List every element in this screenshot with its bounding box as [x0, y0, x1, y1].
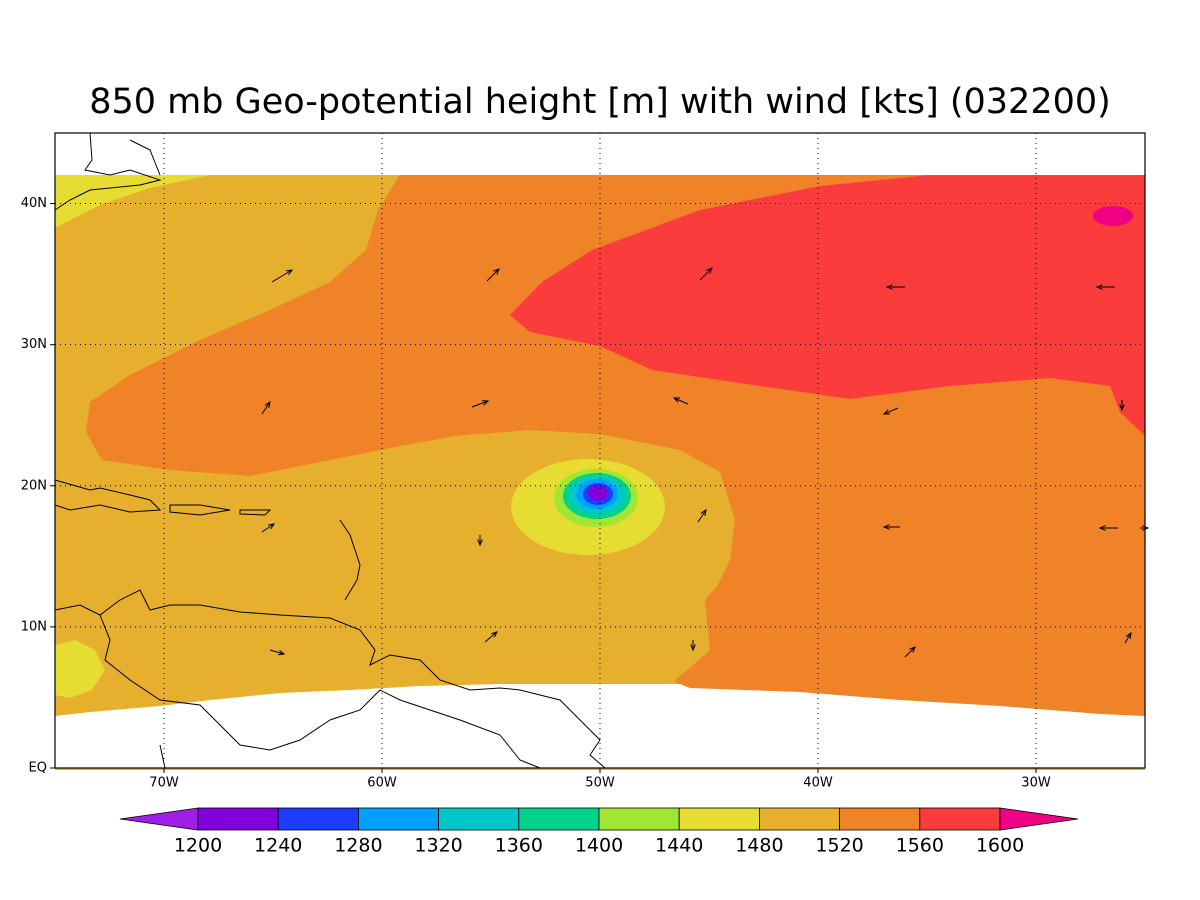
colorbar-label: 1600	[976, 835, 1024, 857]
map-frame	[54, 132, 1146, 769]
wind-arrow	[261, 400, 271, 415]
coast-sa	[54, 589, 606, 769]
wind-arrow	[697, 508, 707, 523]
lon-tick-label: 50W	[585, 776, 615, 791]
wind-arrow	[904, 646, 916, 658]
colorbar-label: 1200	[174, 835, 222, 857]
colorbar-label: 1360	[495, 835, 543, 857]
lon-tick-label: 40W	[803, 776, 833, 791]
coastlines	[54, 132, 606, 769]
wind-arrow	[672, 397, 689, 405]
field-yellow-nw	[55, 175, 210, 228]
colorbar-box	[759, 807, 841, 831]
colorbar-box	[919, 807, 1001, 831]
wind-arrow	[486, 268, 500, 282]
colorbar-box	[839, 807, 921, 831]
colorbar-label: 1400	[575, 835, 623, 857]
wind-vectors	[261, 267, 1150, 658]
lat-tick-label: 30N	[21, 337, 47, 352]
colorbar-box	[518, 807, 600, 831]
colorbar-label: 1240	[254, 835, 302, 857]
colorbar-label: 1440	[655, 835, 703, 857]
coast-sa	[159, 744, 166, 769]
wind-arrow	[269, 649, 286, 656]
wind-arrow	[477, 535, 483, 547]
wind-arrow	[261, 523, 276, 533]
coast-islands	[54, 479, 162, 513]
colorbar-label: 1520	[815, 835, 863, 857]
field-high	[1093, 206, 1133, 226]
lat-tick-label: 20N	[21, 478, 47, 493]
colorbar-box	[438, 807, 520, 831]
field-yellow-sa	[55, 640, 105, 698]
coast-islands	[169, 504, 231, 516]
colorbar: 1200 1240 1280 1320 1360 1400 1440 1480 1520 1560…	[119, 807, 1079, 857]
lat-tick-label: 40N	[21, 196, 47, 211]
coast-na	[129, 139, 161, 176]
colorbar-label: 1560	[896, 835, 944, 857]
colorbar-box	[678, 807, 760, 831]
wind-arrow	[699, 267, 713, 281]
colorbar-box	[357, 807, 439, 831]
colorbar-box	[277, 807, 359, 831]
colorbar-box	[197, 807, 279, 831]
coast-antilles	[339, 519, 361, 601]
lon-tick-label: 30W	[1021, 776, 1051, 791]
coast-na	[54, 132, 162, 211]
wind-arrow	[471, 400, 490, 408]
wind-arrow	[690, 640, 696, 652]
coast-sa	[99, 614, 541, 769]
lat-tick-label: EQ	[29, 761, 47, 776]
missing-south	[55, 684, 1145, 768]
wind-arrow	[1119, 400, 1125, 412]
colorbar-box	[598, 807, 680, 831]
lat-tick-label: 10N	[21, 619, 47, 634]
field-red	[510, 175, 1145, 436]
colorbar-label: 1280	[334, 835, 382, 857]
field-low-core	[588, 485, 608, 501]
map-title: 850 mb Geo-potential height [m] with win…	[89, 82, 1111, 122]
colorbar-under	[119, 807, 199, 831]
colorbar-label: 1480	[735, 835, 783, 857]
wind-arrow	[882, 524, 900, 530]
wind-arrow	[484, 631, 498, 643]
colorbar-over	[999, 807, 1079, 831]
lon-tick-label: 70W	[149, 776, 179, 791]
wind-arrow	[1098, 525, 1118, 531]
wind-arrow	[1140, 525, 1150, 531]
coast-islands	[239, 509, 272, 516]
wind-arrow	[1124, 631, 1132, 644]
colorbar-label: 1320	[414, 835, 462, 857]
wind-arrow	[1095, 284, 1115, 290]
wind-arrow	[885, 284, 905, 290]
wind-arrow	[271, 269, 294, 283]
wind-arrow	[882, 407, 899, 415]
lon-tick-label: 60W	[367, 776, 397, 791]
